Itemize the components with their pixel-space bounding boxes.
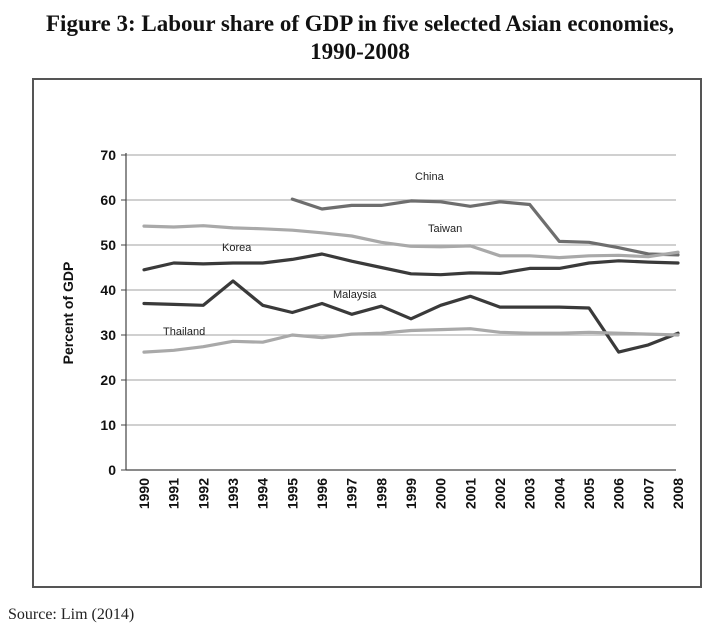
chart-frame [32, 78, 702, 588]
chart-title-line-1: Figure 3: Labour share of GDP in five se… [46, 11, 674, 36]
x-tick-labels: 1990 1991 1992 1993 1994 1995 1996 1997 1998 1999… [136, 478, 686, 509]
x-tick-label: 1997 [344, 478, 360, 509]
x-tick-label: 1990 [136, 478, 152, 509]
x-tick-label: 2008 [670, 478, 686, 509]
axes [121, 153, 676, 471]
y-tick-labels: 0 10 20 30 40 50 60 70 [100, 147, 116, 478]
x-tick-label: 1993 [225, 478, 241, 509]
x-tick-label: 2001 [462, 478, 478, 509]
y-tick-label: 30 [100, 327, 116, 343]
y-tick-label: 0 [108, 462, 116, 478]
x-tick-label: 2003 [522, 478, 538, 509]
y-tick-label: 60 [100, 192, 116, 208]
series-lines [142, 197, 680, 354]
x-tick-label: 1998 [373, 478, 389, 509]
y-axis-label: Percent of GDP [60, 262, 76, 365]
series-label-taiwan: Taiwan [428, 223, 462, 235]
series-label-malaysia: Malaysia [333, 289, 377, 301]
y-tick-label: 20 [100, 372, 116, 388]
x-tick-label: 1999 [403, 478, 419, 509]
series-label-korea: Korea [222, 242, 252, 254]
series-line-korea [142, 252, 680, 277]
x-tick-label: 2007 [640, 478, 656, 509]
series-line-malaysia [142, 279, 680, 354]
x-tick-label: 2005 [581, 478, 597, 509]
series-labels: China Taiwan Korea Malaysia Thailand [163, 171, 462, 338]
y-tick-label: 70 [100, 147, 116, 163]
x-tick-label: 2004 [551, 478, 567, 509]
series-label-china: China [415, 171, 445, 183]
chart-title-line-2: 1990-2008 [310, 39, 410, 64]
source-note: Source: Lim (2014) [8, 606, 135, 623]
y-tick-label: 50 [100, 237, 116, 253]
series-line-taiwan [142, 224, 680, 260]
x-tick-label: 1994 [255, 478, 271, 509]
x-tick-label: 1995 [284, 478, 300, 509]
gridlines [126, 154, 676, 426]
x-tick-label: 2000 [433, 478, 449, 509]
x-tick-label: 1991 [166, 478, 182, 509]
y-tick-label: 10 [100, 417, 116, 433]
series-line-china [290, 197, 680, 257]
series-label-thailand: Thailand [163, 326, 205, 338]
x-tick-label: 2006 [611, 478, 627, 509]
chart-title: Figure 3: Labour share of GDP in five se… [0, 10, 720, 66]
y-tick-label: 40 [100, 282, 116, 298]
x-tick-label: 1996 [314, 478, 330, 509]
x-tick-label: 2002 [492, 478, 508, 509]
series-line-thailand [142, 327, 680, 354]
x-tick-label: 1992 [195, 478, 211, 509]
